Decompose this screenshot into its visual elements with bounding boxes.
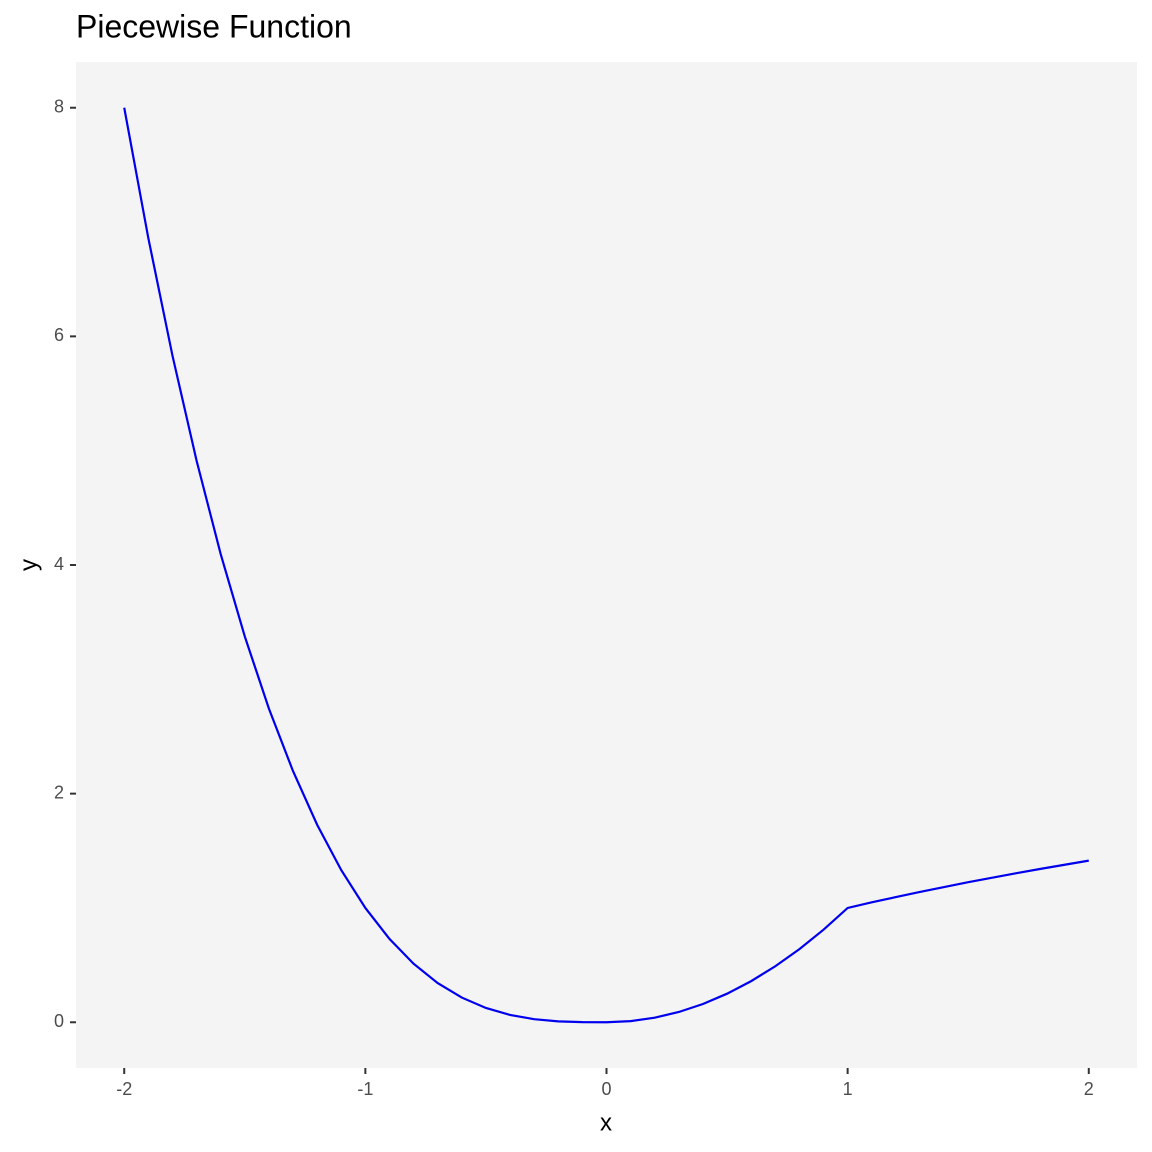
x-tick-label: 2 xyxy=(1084,1079,1094,1099)
x-axis-title: x xyxy=(600,1109,612,1136)
line xyxy=(123,107,1089,1024)
y-axis-title: y xyxy=(15,559,42,571)
y-tick-label: 8 xyxy=(54,96,64,116)
y-tick-label: 2 xyxy=(54,782,64,802)
x-tick-label: -1 xyxy=(357,1079,373,1099)
y-tick-label: 0 xyxy=(54,1011,64,1031)
x-tick-label: -2 xyxy=(116,1079,132,1099)
y-tick-label: 6 xyxy=(54,325,64,345)
y-tick-label: 4 xyxy=(54,554,64,574)
chart-title: Piecewise Function xyxy=(76,8,352,44)
x-tick-label: 0 xyxy=(601,1079,611,1099)
x-tick-label: 1 xyxy=(843,1079,853,1099)
panel-background xyxy=(76,62,1137,1068)
